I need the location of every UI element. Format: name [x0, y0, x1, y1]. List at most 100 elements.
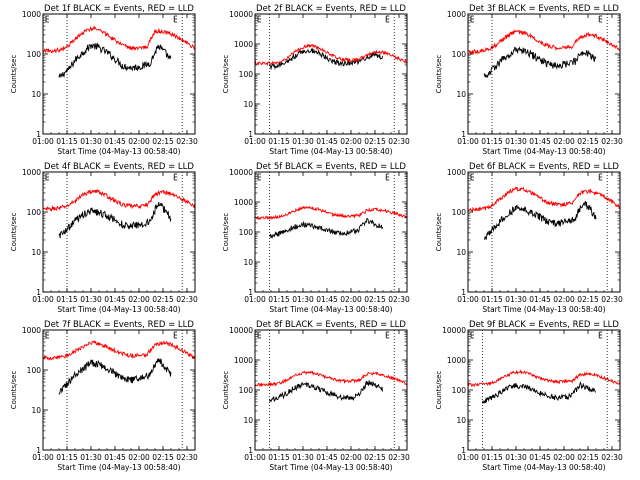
- x-tick-label: 02:15: [364, 453, 386, 462]
- x-tick-label: 02:30: [176, 137, 198, 146]
- x-tick-label: 02:00: [553, 137, 575, 146]
- x-axis-title: Start Time (04-May-13 00:58:40): [482, 463, 605, 472]
- y-tick-label: 10000: [229, 168, 253, 177]
- y-tick-label: 100: [452, 386, 467, 395]
- x-tick-label: 02:30: [176, 453, 198, 462]
- plot-title: Det 2f BLACK = Events, RED = LLD: [256, 4, 406, 14]
- y-tick-label: 10: [456, 90, 466, 99]
- x-tick-label: 01:45: [316, 453, 338, 462]
- plot-frame: [254, 329, 408, 451]
- corner-mark: [257, 173, 261, 181]
- x-tick-label: 01:30: [80, 295, 102, 304]
- y-tick-label: 1: [248, 446, 253, 455]
- corner-mark: [45, 331, 49, 339]
- x-tick-label: 01:45: [104, 453, 126, 462]
- x-tick-label: 01:00: [457, 137, 479, 146]
- x-tick-label: 02:00: [128, 295, 150, 304]
- corner-mark: [257, 15, 261, 23]
- y-tick-label: 1: [36, 446, 41, 455]
- y-tick-label: 100: [239, 70, 254, 79]
- lld-trace: [43, 340, 195, 362]
- x-axis-title: Start Time (04-May-13 00:58:40): [269, 147, 392, 156]
- corner-mark: [470, 173, 474, 181]
- plot-frame: [467, 171, 621, 293]
- lld-trace: [43, 189, 195, 212]
- y-tick-label: 10: [456, 416, 466, 425]
- y-tick-label: 1: [461, 288, 466, 297]
- x-tick-label: 01:45: [529, 295, 551, 304]
- events-trace: [269, 217, 383, 239]
- x-tick-label: 02:00: [553, 453, 575, 462]
- y-tick-label: 10: [31, 90, 41, 99]
- x-axis-title: Start Time (04-May-13 00:58:40): [482, 305, 605, 314]
- corner-mark: [173, 15, 178, 23]
- x-tick-label: 01:45: [529, 453, 551, 462]
- x-tick-label: 02:30: [601, 295, 623, 304]
- y-tick-label: 1: [36, 130, 41, 139]
- x-tick-label: 01:00: [457, 295, 479, 304]
- events-trace: [58, 202, 172, 239]
- lld-trace: [255, 370, 407, 388]
- y-tick-label: 1000: [234, 40, 253, 49]
- y-tick-label: 100: [452, 50, 467, 59]
- lld-trace: [468, 186, 620, 213]
- x-axis-title: Start Time (04-May-13 00:58:40): [57, 305, 180, 314]
- y-tick-label: 10: [31, 248, 41, 257]
- x-tick-label: 01:00: [32, 295, 54, 304]
- y-tick-label: 1000: [22, 168, 41, 177]
- x-tick-label: 02:00: [553, 295, 575, 304]
- events-trace: [481, 381, 596, 405]
- x-tick-label: 01:15: [56, 453, 78, 462]
- y-tick-label: 1000: [447, 10, 466, 19]
- corner-mark: [385, 15, 390, 23]
- y-tick-label: 1000: [22, 10, 41, 19]
- y-axis-title: Counts/sec: [435, 55, 443, 94]
- x-tick-label: 02:15: [152, 295, 174, 304]
- lld-trace: [43, 25, 195, 54]
- x-tick-label: 02:15: [577, 137, 599, 146]
- events-trace: [483, 200, 597, 240]
- x-tick-label: 01:00: [244, 295, 266, 304]
- y-tick-label: 1000: [447, 356, 466, 365]
- y-tick-label: 1000: [234, 198, 253, 207]
- x-tick-label: 01:45: [104, 137, 126, 146]
- x-tick-label: 01:15: [268, 295, 290, 304]
- y-axis-title: Counts/sec: [10, 55, 18, 94]
- x-tick-label: 01:15: [268, 137, 290, 146]
- x-tick-label: 01:30: [80, 137, 102, 146]
- y-axis-title: Counts/sec: [222, 213, 230, 252]
- corner-mark: [173, 173, 178, 181]
- x-tick-label: 02:15: [152, 137, 174, 146]
- plot-frame: [254, 13, 408, 135]
- y-axis-title: Counts/sec: [435, 213, 443, 252]
- x-tick-label: 01:45: [104, 295, 126, 304]
- y-tick-label: 100: [27, 50, 42, 59]
- x-tick-label: 02:00: [128, 453, 150, 462]
- x-tick-label: 01:30: [292, 453, 314, 462]
- x-tick-label: 01:15: [268, 453, 290, 462]
- y-tick-label: 100: [239, 228, 254, 237]
- plot-title: Det 4f BLACK = Events, RED = LLD: [44, 162, 194, 172]
- y-axis-title: Counts/sec: [10, 213, 18, 252]
- plot-frame: [42, 329, 196, 451]
- corner-mark: [598, 15, 603, 23]
- corner-mark: [173, 331, 178, 339]
- y-tick-label: 100: [27, 208, 42, 217]
- corner-mark: [470, 15, 474, 23]
- corner-mark: [257, 331, 261, 339]
- x-axis-title: Start Time (04-May-13 00:58:40): [57, 463, 180, 472]
- y-tick-label: 10000: [442, 326, 466, 335]
- plot-title: Det 3f BLACK = Events, RED = LLD: [469, 4, 619, 14]
- x-tick-label: 01:15: [481, 453, 503, 462]
- x-tick-label: 01:00: [32, 453, 54, 462]
- corner-mark: [470, 331, 474, 339]
- y-tick-label: 100: [27, 366, 42, 375]
